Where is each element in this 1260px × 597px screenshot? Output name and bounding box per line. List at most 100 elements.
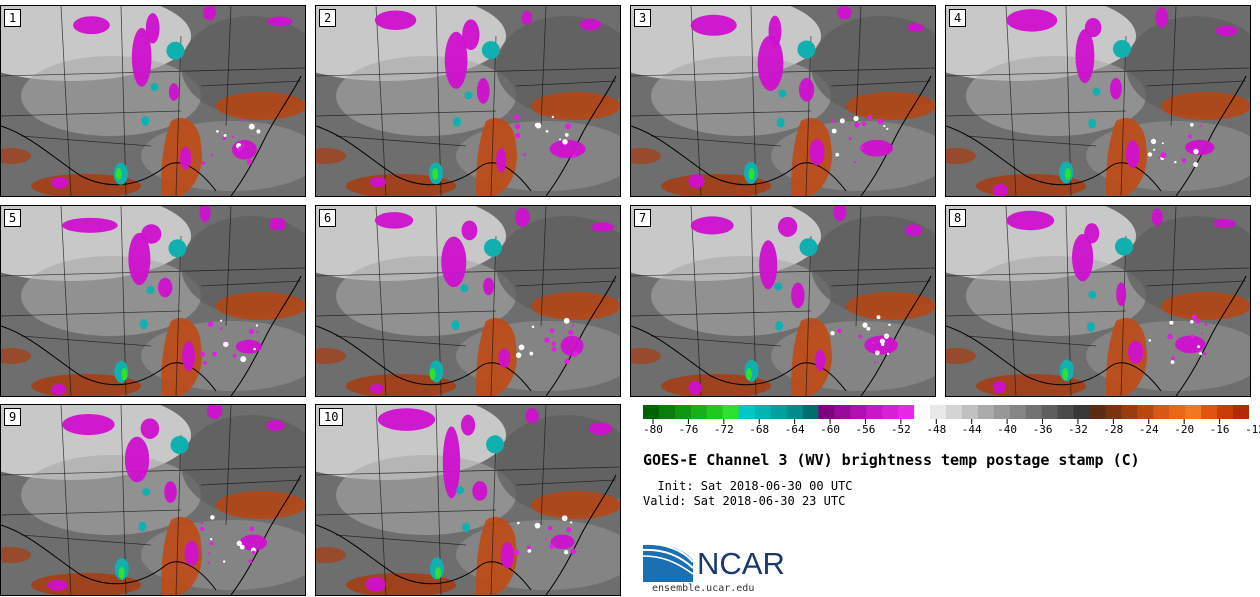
convection-speck (253, 347, 256, 351)
boundary-line (1, 310, 182, 317)
convection-speck (886, 352, 890, 355)
coldest-core-green (118, 567, 125, 579)
cold-core-cyan (486, 435, 505, 454)
boundary-line (335, 534, 467, 546)
colorbar-swatch (786, 405, 804, 419)
convection-speck (839, 118, 845, 124)
cold-cloud-magenta (1084, 223, 1100, 244)
cold-cloud-magenta (591, 222, 614, 233)
convection-speck (516, 521, 520, 525)
convection-speck (1160, 152, 1167, 159)
dry-region (476, 317, 517, 396)
convection-speck (1190, 319, 1194, 324)
cold-cloud-magenta (1185, 139, 1215, 156)
colorbar-tick-label: -44 (961, 423, 982, 436)
wv-band (651, 56, 831, 136)
colorbar-tick-label: -76 (678, 423, 699, 436)
colorbar-swatch (850, 405, 867, 419)
convection-speck (1193, 148, 1199, 155)
colorbar-swatch (1201, 405, 1218, 419)
boundary-line (225, 206, 232, 327)
convection-speck (572, 351, 579, 357)
member-label: 8 (949, 209, 967, 227)
cold-core-cyan (1088, 118, 1097, 129)
colorbar-swatch (658, 405, 676, 419)
cold-cloud-magenta (500, 541, 514, 569)
dry-region (216, 491, 305, 519)
colorbar-tick-label: -52 (890, 423, 911, 436)
cold-cloud-magenta (231, 140, 257, 160)
convection-speck (209, 541, 214, 546)
colorbar-swatch (977, 405, 995, 419)
colorbar-swatch (882, 405, 899, 419)
colorbar-swatch (1073, 405, 1091, 419)
cold-cloud-magenta (369, 176, 387, 188)
convection-speck (251, 550, 256, 555)
member-panel-6: 6 (315, 205, 621, 397)
cold-cloud-magenta (860, 139, 893, 157)
boundary-line (1145, 80, 1247, 87)
boundary-line (316, 509, 497, 516)
coldest-core-green (121, 368, 128, 380)
cold-cloud-magenta (777, 216, 798, 237)
cold-cloud-magenta (369, 383, 385, 394)
boundary-line (316, 67, 620, 77)
colorbar-tick-label: -40 (997, 423, 1018, 436)
convection-speck (522, 153, 527, 157)
member-label: 10 (319, 408, 344, 426)
dry-region (161, 516, 202, 595)
cold-core-cyan (775, 320, 784, 331)
convection-speck (207, 552, 210, 555)
convection-speck (564, 358, 570, 364)
wv-band (21, 256, 201, 336)
cold-cloud-magenta (203, 6, 216, 21)
colorbar-swatch (770, 405, 788, 419)
colorbar-swatch (1217, 405, 1234, 419)
cold-cloud-magenta (791, 282, 805, 309)
satellite-map (1, 6, 305, 196)
convection-speck (866, 326, 871, 331)
convection-speck (513, 549, 520, 556)
boundary-line (805, 235, 812, 396)
cold-cloud-magenta (164, 481, 177, 503)
wv-band (1126, 216, 1250, 316)
boundary-line (1, 110, 182, 117)
convection-speck (883, 125, 886, 128)
boundary-line (375, 6, 387, 196)
cold-cloud-magenta (1116, 282, 1127, 307)
convection-speck (546, 340, 550, 343)
convection-speck (565, 123, 572, 130)
boundary-line (855, 6, 862, 127)
cold-core-cyan (451, 320, 460, 331)
dry-region (946, 348, 976, 364)
cold-cloud-magenta (549, 139, 586, 159)
member-panel-1: 1 (0, 5, 306, 197)
cold-cloud-magenta (688, 173, 705, 189)
wv-band (336, 455, 516, 535)
boundary-line (200, 479, 302, 486)
convection-speck (831, 128, 837, 134)
colorbar (643, 405, 1249, 424)
cold-cloud-magenta (179, 146, 192, 170)
cold-cloud-magenta (768, 15, 782, 47)
convection-speck (876, 315, 881, 320)
cold-core-cyan (1092, 87, 1101, 96)
colorbar-tick-label: -72 (713, 423, 734, 436)
convection-speck (515, 132, 521, 139)
colorbar-swatch (754, 405, 772, 419)
cold-cloud-magenta (460, 414, 476, 436)
boundary-line (946, 110, 1127, 117)
convection-speck (534, 522, 541, 529)
convection-speck (207, 561, 211, 565)
convection-speck (238, 146, 243, 151)
wv-band (496, 16, 620, 116)
convection-speck (1174, 160, 1177, 164)
convection-speck (1161, 142, 1164, 145)
coldest-core-green (429, 368, 436, 380)
cold-cloud-magenta (836, 6, 852, 20)
convection-speck (248, 559, 253, 564)
dry-region (161, 317, 202, 396)
colorbar-swatch (993, 405, 1011, 419)
colorbar-swatch (1185, 405, 1202, 419)
boundary-line (20, 335, 152, 347)
